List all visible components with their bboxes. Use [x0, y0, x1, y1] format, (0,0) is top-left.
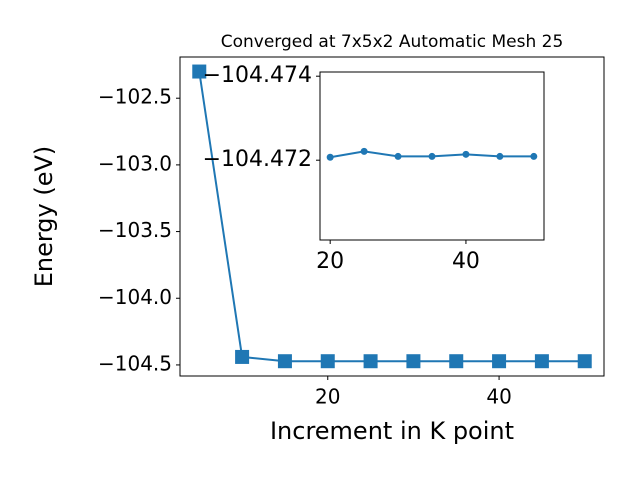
marker [320, 354, 335, 369]
marker [428, 152, 436, 160]
x-axis-label: Increment in K point [270, 417, 514, 445]
marker [394, 152, 402, 160]
x-tick-label: 40 [452, 249, 480, 274]
marker [530, 152, 538, 160]
y-tick-label: −104.0 [98, 285, 172, 309]
marker [449, 354, 464, 369]
x-tick-label: 20 [315, 385, 340, 409]
marker [192, 64, 207, 79]
marker [406, 354, 421, 369]
x-tick-label: 20 [316, 249, 344, 274]
marker [577, 354, 592, 369]
y-tick-label: −102.5 [98, 85, 172, 109]
chart-title: Converged at 7x5x2 Automatic Mesh 25 [221, 32, 564, 52]
marker [534, 354, 549, 369]
marker [277, 354, 292, 369]
marker [360, 147, 368, 155]
data-line [198, 71, 585, 363]
marker [363, 354, 378, 369]
y-axis-label: Energy (eV) [30, 146, 58, 288]
axes-frame [179, 56, 605, 377]
marker [235, 349, 250, 364]
y-tick-label: −104.474 [203, 63, 312, 88]
y-tick-label: −103.0 [98, 151, 172, 175]
y-tick-label: −104.5 [98, 351, 172, 375]
y-tick-label: −104.472 [203, 147, 312, 172]
marker [326, 153, 334, 161]
x-tick-label: 40 [486, 385, 511, 409]
marker [496, 152, 504, 160]
marker [492, 354, 507, 369]
y-tick-label: −103.5 [98, 218, 172, 242]
axes-frame [319, 71, 545, 241]
marker [462, 150, 470, 158]
